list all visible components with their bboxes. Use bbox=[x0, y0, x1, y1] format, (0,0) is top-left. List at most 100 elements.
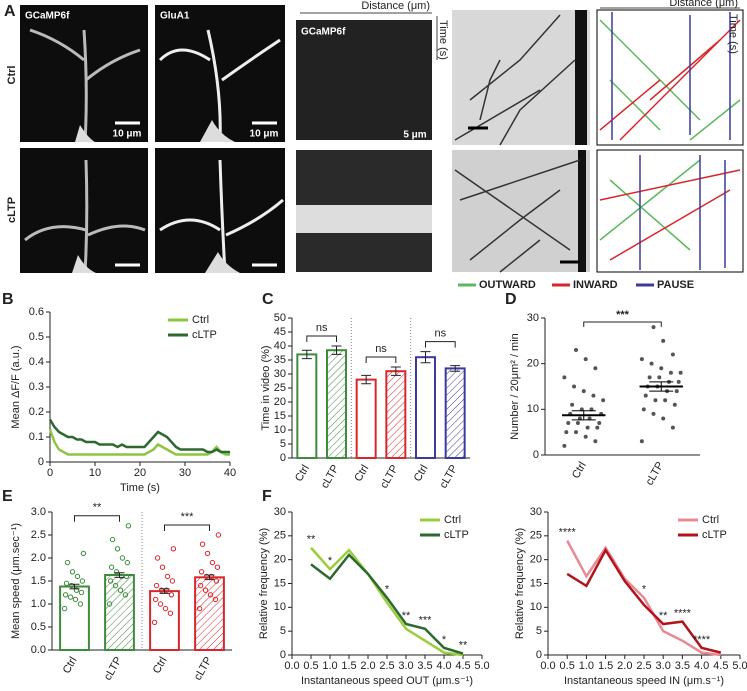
significance: ** bbox=[659, 610, 668, 622]
point bbox=[570, 402, 575, 407]
x-tick-label: 0.5 bbox=[560, 660, 575, 672]
x-tick-label: 2.0 bbox=[617, 660, 632, 672]
x-axis-label: Time (s) bbox=[120, 482, 160, 494]
point bbox=[659, 366, 664, 371]
y-tick-label: 0.0 bbox=[31, 644, 46, 656]
y-tick-label: 45 bbox=[274, 326, 286, 338]
point bbox=[651, 411, 656, 416]
point bbox=[80, 550, 87, 557]
significance: ** bbox=[93, 502, 102, 514]
x-tick-label: 3.5 bbox=[417, 660, 432, 672]
y-tick-label: 5 bbox=[536, 625, 542, 637]
y-tick-label: 30 bbox=[530, 506, 542, 518]
point bbox=[199, 541, 206, 547]
error-bar bbox=[114, 572, 125, 578]
x-tick-label: Ctrl bbox=[352, 463, 371, 484]
point bbox=[113, 569, 120, 575]
point bbox=[107, 578, 114, 584]
error-bar bbox=[420, 351, 431, 364]
panel-label: A bbox=[4, 3, 16, 20]
point bbox=[203, 573, 210, 580]
significance: *** bbox=[616, 309, 630, 321]
x-tick-label: 40 bbox=[224, 467, 236, 479]
x-tick-label: 1.5 bbox=[598, 660, 613, 672]
x-tick-label: Ctrl bbox=[570, 460, 589, 481]
x-axis-label: Instantaneous speed IN (μm.s⁻¹) bbox=[564, 675, 724, 687]
x-tick-label: 4.0 bbox=[436, 660, 451, 672]
error-bar bbox=[571, 410, 596, 421]
point bbox=[151, 619, 158, 626]
error-bar bbox=[390, 366, 401, 376]
point bbox=[74, 573, 81, 580]
y-tick-label: 30 bbox=[274, 368, 286, 380]
point bbox=[597, 421, 602, 426]
panel-label: B bbox=[2, 291, 14, 308]
x-tick-label: 2.0 bbox=[360, 660, 375, 672]
point bbox=[207, 592, 214, 598]
series-line bbox=[566, 547, 722, 654]
series-line bbox=[310, 553, 464, 655]
y-axis-label: Relative frequency (%) bbox=[258, 528, 270, 639]
point bbox=[170, 546, 177, 552]
point bbox=[152, 596, 159, 603]
significance: *** bbox=[419, 615, 433, 627]
y-tick-label: 0 bbox=[38, 456, 44, 468]
point bbox=[117, 587, 124, 593]
significance: *** bbox=[181, 511, 195, 523]
point bbox=[581, 389, 586, 394]
kymograph bbox=[296, 20, 432, 140]
bar bbox=[326, 349, 347, 460]
point bbox=[214, 564, 221, 570]
point bbox=[123, 573, 130, 580]
bracket bbox=[583, 321, 662, 327]
image bbox=[20, 148, 148, 273]
point bbox=[670, 352, 675, 357]
y-tick-label: 0.4 bbox=[29, 356, 44, 368]
x-tick-label: 0.0 bbox=[540, 660, 555, 672]
point bbox=[641, 407, 646, 412]
error-bar bbox=[301, 349, 312, 360]
point bbox=[78, 589, 85, 596]
bar bbox=[385, 370, 407, 460]
x-axis-label: Instantaneous speed OUT (μm.s⁻¹) bbox=[301, 675, 473, 687]
x-tick-label: 3.0 bbox=[656, 660, 671, 672]
y-tick-label: 25 bbox=[274, 530, 286, 542]
legend-label: Ctrl bbox=[444, 514, 461, 526]
x-tick-label: 4.0 bbox=[694, 660, 709, 672]
point bbox=[158, 587, 165, 593]
significance: **** bbox=[559, 527, 577, 539]
y-tick-label: 0.6 bbox=[29, 306, 44, 318]
point bbox=[591, 393, 596, 398]
image-label: GCaMP6f bbox=[301, 27, 346, 38]
point bbox=[122, 592, 129, 598]
axis-label: Time (s) bbox=[727, 14, 739, 54]
point bbox=[562, 375, 567, 380]
point bbox=[159, 564, 166, 570]
bracket bbox=[74, 515, 120, 522]
point bbox=[61, 605, 68, 612]
image-label: GCaMP6f bbox=[25, 11, 70, 22]
kymograph bbox=[452, 10, 590, 145]
point bbox=[197, 582, 204, 589]
point bbox=[601, 398, 606, 403]
y-tick-label: 20 bbox=[530, 554, 542, 566]
x-tick-label: 3.5 bbox=[675, 660, 690, 672]
traced-kymograph bbox=[596, 149, 744, 273]
point bbox=[77, 601, 84, 607]
y-tick-label: 10 bbox=[527, 403, 539, 415]
point bbox=[657, 375, 662, 380]
axis-label: Distance (μm) bbox=[669, 0, 738, 9]
x-tick-label: 5.0 bbox=[474, 660, 489, 672]
point bbox=[164, 573, 171, 580]
x-tick-label: 2.5 bbox=[636, 660, 651, 672]
x-tick-label: 0.0 bbox=[284, 660, 299, 672]
x-tick-label: 0.5 bbox=[303, 660, 318, 672]
error-bar bbox=[331, 345, 342, 355]
significance: ns bbox=[375, 343, 387, 355]
y-tick-label: 0.2 bbox=[29, 406, 44, 418]
y-tick-label: 15 bbox=[530, 577, 542, 589]
y-tick-label: 40 bbox=[274, 340, 286, 352]
point bbox=[69, 569, 76, 575]
x-tick-label: 20 bbox=[134, 467, 146, 479]
point bbox=[63, 580, 70, 586]
